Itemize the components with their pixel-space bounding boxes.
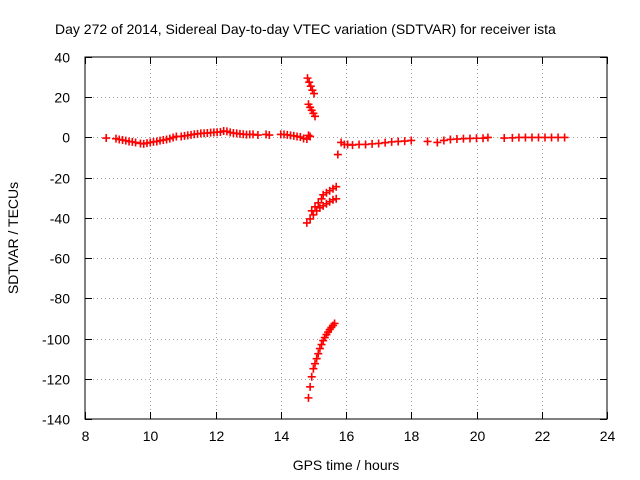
data-point xyxy=(310,89,319,98)
y-tick-label: 0 xyxy=(62,130,70,146)
data-point xyxy=(304,393,313,402)
data-point xyxy=(333,150,342,159)
y-tick-label: -100 xyxy=(42,332,70,348)
x-tick-label: 14 xyxy=(274,428,290,444)
data-point xyxy=(317,340,326,349)
y-tick-label: -140 xyxy=(42,412,70,428)
x-tick-label: 20 xyxy=(470,428,486,444)
data-point xyxy=(311,112,320,121)
y-tick-label: 40 xyxy=(54,50,70,66)
data-point xyxy=(131,138,140,147)
data-point xyxy=(423,137,432,146)
data-point xyxy=(307,372,316,381)
data-point xyxy=(309,210,318,219)
x-tick-label: 8 xyxy=(82,428,90,444)
x-tick-label: 24 xyxy=(600,428,616,444)
data-point xyxy=(314,198,323,207)
data-point xyxy=(253,131,262,140)
data-point xyxy=(102,134,111,143)
x-tick-label: 10 xyxy=(143,428,159,444)
y-tick-label: -20 xyxy=(50,171,70,187)
data-point xyxy=(332,182,341,191)
data-point xyxy=(304,131,313,140)
x-tick-label: 18 xyxy=(404,428,420,444)
data-point xyxy=(330,319,339,328)
data-point xyxy=(312,354,321,363)
data-point xyxy=(315,344,324,353)
data-point xyxy=(306,82,315,91)
data-point xyxy=(317,194,326,203)
data-point xyxy=(439,136,448,145)
y-tick-label: -60 xyxy=(50,251,70,267)
data-point xyxy=(307,206,316,215)
y-tick-label: -80 xyxy=(50,291,70,307)
data-point xyxy=(303,74,312,83)
data-point xyxy=(332,194,341,203)
data-point xyxy=(302,218,311,227)
data-point xyxy=(309,364,318,373)
data-point xyxy=(560,133,569,142)
y-tick-label: 20 xyxy=(54,90,70,106)
y-tick-label: -40 xyxy=(50,211,70,227)
chart-title: Day 272 of 2014, Sidereal Day-to-day VTE… xyxy=(55,21,556,37)
data-point xyxy=(306,214,315,223)
data-point xyxy=(265,131,274,140)
x-tick-label: 16 xyxy=(339,428,355,444)
data-point xyxy=(407,136,416,145)
data-point xyxy=(311,359,320,368)
data-point xyxy=(314,349,323,358)
data-point xyxy=(306,132,315,141)
data-point xyxy=(305,78,314,87)
data-point xyxy=(433,138,442,147)
data-point xyxy=(311,202,320,211)
grid xyxy=(85,57,607,419)
data-point xyxy=(500,134,509,143)
data-point xyxy=(381,138,390,147)
data-point xyxy=(483,133,492,142)
x-tick-label: 12 xyxy=(209,428,225,444)
x-tick-label: 22 xyxy=(535,428,551,444)
data-points xyxy=(102,74,569,402)
data-point xyxy=(479,134,488,143)
data-point xyxy=(374,139,383,148)
x-axis-label: GPS time / hours xyxy=(293,457,400,473)
y-axis-label: SDTVAR / TECUs xyxy=(5,182,21,294)
data-point xyxy=(306,382,315,391)
axis-ticks: 8 10 12 14 16 18 20 22 24 -140 -120 -100 -80 -60 -40 -2… xyxy=(42,50,616,445)
y-tick-label: -120 xyxy=(42,372,70,388)
